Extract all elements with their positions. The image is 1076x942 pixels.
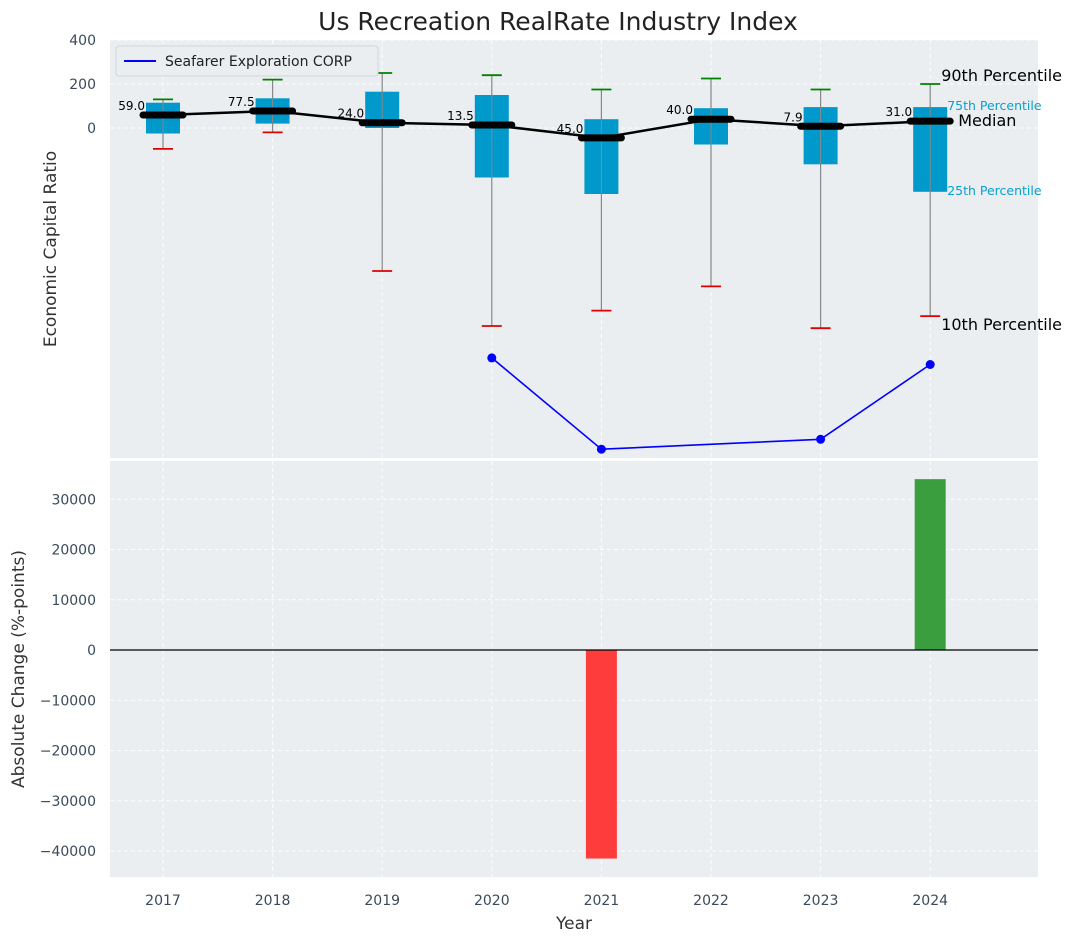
bottom-y-tick-label: −40000 [40,844,96,860]
x-tick-label: 2020 [474,893,510,909]
top-y-axis-title: Economic Capital Ratio [41,151,61,347]
legend-label: Seafarer Exploration CORP [165,54,352,70]
bottom-y-axis-ticks: −40000 −30000 −20000 −10000 0 10000 20000 30000 [40,492,96,860]
x-tick-label: 2024 [912,893,948,909]
bottom-y-tick-label: 10000 [51,593,96,609]
bottom-y-tick-label: −30000 [40,794,96,810]
median-value-label: 45.0 [557,122,584,136]
median-value-label: 77.5 [228,95,255,109]
chart-title: Us Recreation RealRate Industry Index [318,7,798,36]
top-y-axis-ticks: 0 200 400 [69,33,96,137]
median-value-label: 31.0 [885,105,912,119]
x-tick-label: 2017 [145,893,181,909]
annotation-p25: 25th Percentile [947,183,1042,198]
x-tick-label: 2021 [584,893,620,909]
company-series-point [596,444,606,454]
top-y-tick-label: 200 [69,77,96,93]
company-series-line [491,357,931,451]
box-plot-marks: 59.0 77.5 24.0 13.5 45.0 40.0 7.9 31.0 [118,72,954,454]
median-value-label: 40.0 [666,103,693,117]
annotation-p75: 75th Percentile [947,98,1042,113]
x-tick-label: 2023 [803,893,839,909]
company-series-point [925,360,935,369]
bottom-y-tick-label: 0 [87,643,96,659]
legend-frame [115,45,379,77]
annotation-median: Median [958,111,1016,130]
change-bar [914,479,946,650]
company-series-point [816,434,826,444]
x-axis-ticks: 2017 2018 2019 2020 2021 2022 2023 2024 [145,893,948,909]
x-tick-label: 2019 [364,893,400,909]
annotation-p90: 90th Percentile [941,66,1062,85]
bottom-y-tick-label: −20000 [40,744,96,760]
median-value-label: 13.5 [447,109,474,123]
bottom-y-tick-label: 30000 [51,492,96,508]
bottom-y-tick-label: −10000 [40,693,96,709]
bottom-y-tick-label: 20000 [51,543,96,559]
company-series-point [487,353,497,363]
annotation-p10: 10th Percentile [941,315,1062,334]
bottom-y-axis-title: Absolute Change (%-points) [9,550,29,788]
x-axis-title: Year [555,914,592,934]
change-bar [585,650,617,859]
bar-chart-marks [110,479,1038,859]
bottom-panel-background [110,461,1038,877]
x-tick-label: 2018 [255,893,291,909]
median-value-label: 24.0 [337,107,364,121]
x-tick-label: 2022 [693,893,729,909]
legend: Seafarer Exploration CORP [115,45,379,77]
top-y-tick-label: 0 [87,121,96,137]
top-y-tick-label: 400 [69,33,96,49]
top-gridlines [110,39,1038,458]
median-value-label: 59.0 [118,99,145,113]
median-value-label: 7.9 [784,110,803,124]
